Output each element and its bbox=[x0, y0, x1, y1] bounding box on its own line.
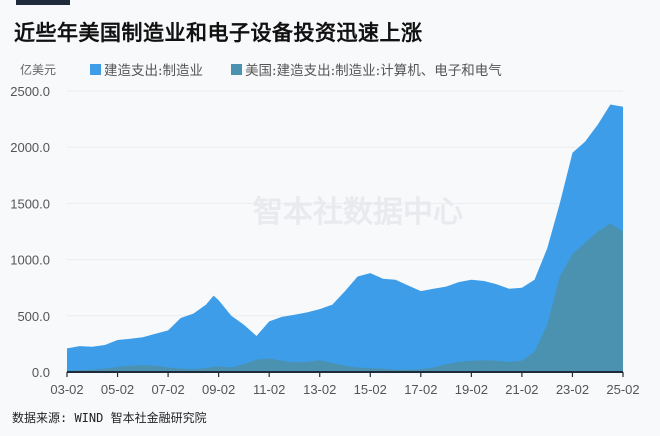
watermark: 智本社数据中心 bbox=[253, 195, 463, 230]
svg-text:25-02: 25-02 bbox=[606, 382, 639, 397]
legend-swatch-electronics bbox=[231, 63, 243, 75]
x-axis-ticks: 03-02 05-02 07-02 09-02 11-02 13-02 15-02 17-02… bbox=[50, 372, 640, 397]
svg-text:23-02: 23-02 bbox=[556, 382, 589, 397]
svg-text:1500.0: 1500.0 bbox=[10, 196, 50, 211]
svg-text:0.0: 0.0 bbox=[32, 365, 50, 380]
svg-text:13-02: 13-02 bbox=[303, 382, 336, 397]
legend-label: 建造支出:制造业 bbox=[104, 63, 204, 79]
y-axis-ticks: 0.0 500.0 1000.0 1500.0 2000.0 2500.0 bbox=[10, 84, 50, 380]
page-title: 近些年美国制造业和电子设备投资迅速上涨 bbox=[14, 21, 423, 45]
svg-text:17-02: 17-02 bbox=[404, 382, 437, 397]
svg-text:21-02: 21-02 bbox=[505, 382, 538, 397]
svg-text:07-02: 07-02 bbox=[151, 382, 184, 397]
legend-label: 美国:建造支出:制造业:计算机、电子和电气 bbox=[245, 63, 502, 79]
svg-text:15-02: 15-02 bbox=[354, 382, 387, 397]
svg-text:19-02: 19-02 bbox=[455, 382, 488, 397]
svg-text:03-02: 03-02 bbox=[50, 382, 83, 397]
svg-text:2500.0: 2500.0 bbox=[10, 84, 50, 99]
svg-text:11-02: 11-02 bbox=[253, 382, 285, 397]
svg-text:1000.0: 1000.0 bbox=[10, 253, 50, 268]
svg-text:09-02: 09-02 bbox=[202, 382, 235, 397]
chart-legend: 建造支出:制造业 美国:建造支出:制造业:计算机、电子和电气 bbox=[90, 59, 502, 79]
area-series-electronics bbox=[67, 223, 623, 372]
svg-text:05-02: 05-02 bbox=[101, 382, 134, 397]
title-accent-bar bbox=[16, 0, 70, 5]
legend-item-electronics: 美国:建造支出:制造业:计算机、电子和电气 bbox=[231, 59, 502, 79]
legend-item-manufacturing: 建造支出:制造业 bbox=[90, 59, 203, 79]
area-series-manufacturing bbox=[67, 104, 623, 372]
svg-text:500.0: 500.0 bbox=[17, 309, 50, 324]
y-axis-unit: 亿美元 bbox=[20, 63, 57, 77]
legend-swatch-manufacturing bbox=[90, 63, 101, 75]
svg-text:2000.0: 2000.0 bbox=[10, 140, 50, 155]
data-source: 数据来源: WIND 智本社金融研究院 bbox=[12, 411, 207, 425]
